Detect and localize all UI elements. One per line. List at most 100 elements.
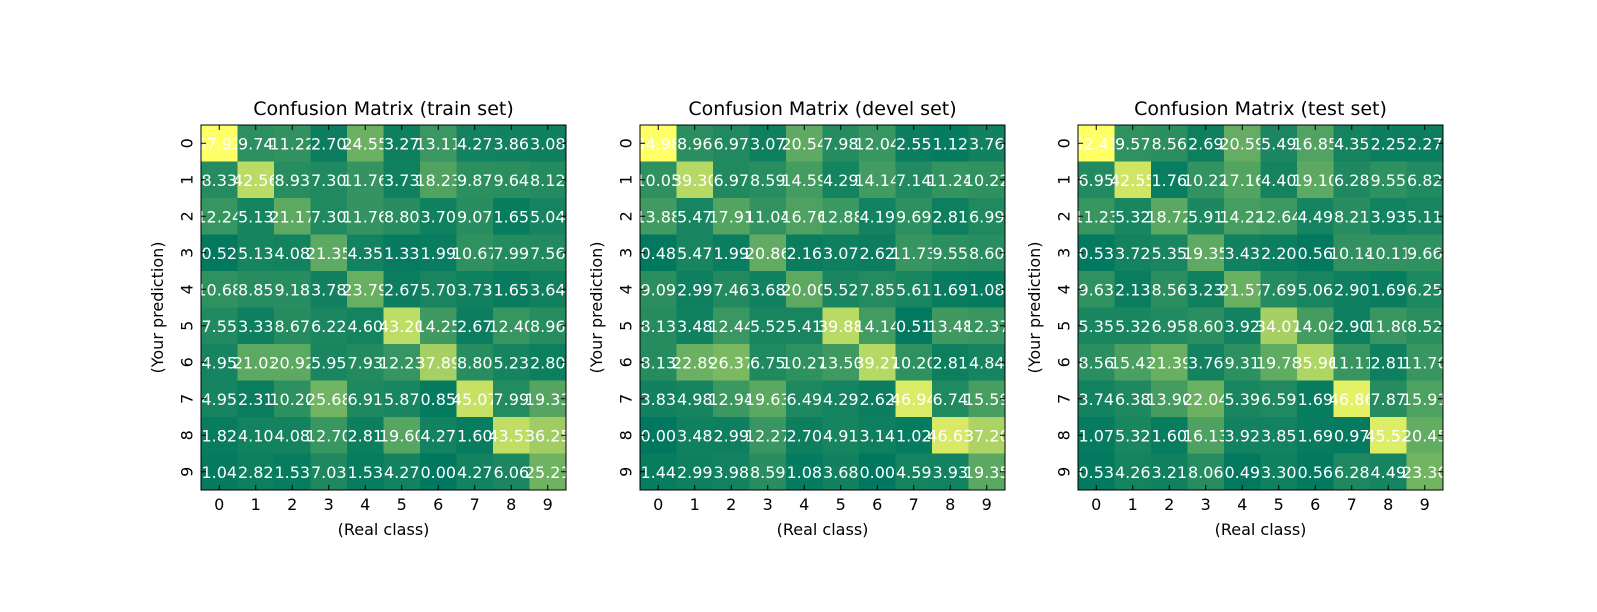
heatmap-cell	[1260, 417, 1298, 454]
cell-value-label: 1.82	[201, 426, 237, 445]
heatmap-cell	[786, 161, 823, 199]
cell-value-label: 20.54	[781, 134, 827, 153]
cell-value-label: 19.60	[379, 426, 425, 445]
heatmap-cell	[493, 271, 530, 308]
cell-value-label: 9.55	[932, 244, 968, 263]
cell-value-label: 2.81	[347, 426, 383, 445]
heatmap-cell	[676, 198, 714, 235]
heatmap-cell	[1406, 453, 1444, 491]
cell-value-label: 23.30	[1402, 463, 1448, 482]
heatmap-cell	[237, 234, 275, 272]
cell-value-label: 6.97	[713, 134, 749, 153]
heatmap-cell	[1260, 198, 1298, 235]
heatmap-cell	[640, 453, 677, 491]
cell-value-label: 54.98	[635, 134, 681, 153]
y-tick-label: 7	[617, 394, 636, 404]
x-tick-label: 1	[251, 495, 261, 514]
heatmap-cell	[1333, 271, 1371, 308]
cell-value-label: 9.66	[1407, 244, 1443, 263]
cell-value-label: 8.52	[1407, 317, 1443, 336]
cell-value-label: 6.99	[969, 207, 1005, 226]
heatmap-cell	[713, 453, 750, 491]
heatmap-cell	[1187, 417, 1225, 454]
heatmap-cell	[1333, 417, 1371, 454]
heatmap-cell	[786, 125, 823, 162]
cell-value-label: 3.30	[1261, 463, 1297, 482]
cell-value-label: 3.85	[1261, 426, 1297, 445]
heatmap-cell	[895, 453, 933, 491]
heatmap-cell	[859, 417, 896, 454]
heatmap-cell	[1224, 307, 1261, 345]
y-tick-label: 3	[617, 248, 636, 258]
cell-value-label: 7.14	[896, 171, 932, 190]
heatmap-cell	[895, 161, 933, 199]
cell-value-label: 1.44	[640, 463, 676, 482]
cell-value-label: 23.79	[342, 280, 388, 299]
cell-value-label: 20.00	[781, 280, 827, 299]
heatmap-cell	[1370, 307, 1407, 345]
cell-value-label: 15.43	[1110, 353, 1156, 372]
heatmap-cell	[347, 307, 384, 345]
x-tick-label: 0	[214, 495, 224, 514]
cell-value-label: 3.07	[750, 134, 786, 153]
heatmap-cell	[1224, 380, 1261, 418]
heatmap-cell	[932, 125, 969, 162]
cell-value-label: 17.91	[708, 207, 754, 226]
x-tick-label: 5	[1274, 495, 1284, 514]
heatmap-cell	[968, 125, 1006, 162]
heatmap-cell	[456, 344, 494, 381]
y-axis-label: (Your prediction)	[148, 242, 167, 374]
cell-value-label: 7.87	[1370, 390, 1406, 409]
cell-value-label: 21.35	[306, 244, 352, 263]
cell-value-label: 5.06	[1297, 280, 1333, 299]
heatmap-cell	[420, 344, 457, 381]
heatmap-cell	[640, 271, 677, 308]
cell-value-label: 0.49	[1224, 463, 1260, 482]
cell-value-label: 1.53	[274, 463, 310, 482]
heatmap-cell	[786, 344, 823, 381]
cell-value-label: 4.40	[1261, 171, 1297, 190]
heatmap-cell	[1078, 198, 1115, 235]
cell-value-label: 2.81	[1370, 353, 1406, 372]
cell-value-label: 18.72	[1146, 207, 1192, 226]
cell-value-label: 6.28	[1334, 171, 1370, 190]
cell-value-label: 9.74	[238, 134, 274, 153]
heatmap-cell	[1370, 453, 1407, 491]
cell-value-label: 6.59	[1261, 390, 1297, 409]
cell-value-label: 2.31	[238, 390, 274, 409]
heatmap-cell	[1406, 307, 1444, 345]
heatmap-cell	[786, 271, 823, 308]
cell-value-label: 2.82	[238, 463, 274, 482]
cell-value-label: 1.60	[1151, 426, 1187, 445]
heatmap-cell	[786, 453, 823, 491]
heatmap-cell	[1151, 417, 1188, 454]
heatmap-cell	[237, 344, 275, 381]
cell-value-label: 1.99	[713, 244, 749, 263]
heatmap-cell	[529, 453, 567, 491]
heatmap-cell	[1260, 271, 1298, 308]
heatmap-cell	[383, 453, 421, 491]
cell-value-label: 2.99	[677, 463, 713, 482]
cell-value-label: 5.32	[1115, 317, 1151, 336]
heatmap-cell	[968, 234, 1006, 272]
heatmap-cell	[932, 453, 969, 491]
cell-value-label: 14.59	[781, 171, 827, 190]
heatmap-cell	[1333, 380, 1371, 418]
cell-value-label: 8.93	[274, 171, 310, 190]
cell-value-label: 37.89	[415, 353, 461, 372]
heatmap-cell	[1187, 380, 1225, 418]
heatmap-cell	[749, 307, 787, 345]
x-tick-label: 6	[1310, 495, 1320, 514]
heatmap-cell	[859, 234, 896, 272]
heatmap-cell	[1260, 307, 1298, 345]
cell-value-label: 5.13	[238, 244, 274, 263]
cell-value-label: 3.98	[713, 463, 749, 482]
heatmap-cell	[1078, 453, 1115, 491]
cell-value-label: 11.70	[1402, 353, 1448, 372]
heatmap-cell	[456, 161, 494, 199]
heatmap-cell	[749, 380, 787, 418]
chart-title: Confusion Matrix (train set)	[253, 98, 514, 120]
x-tick-label: 5	[397, 495, 407, 514]
heatmap-cell	[859, 307, 896, 345]
cell-value-label: 5.13	[238, 207, 274, 226]
